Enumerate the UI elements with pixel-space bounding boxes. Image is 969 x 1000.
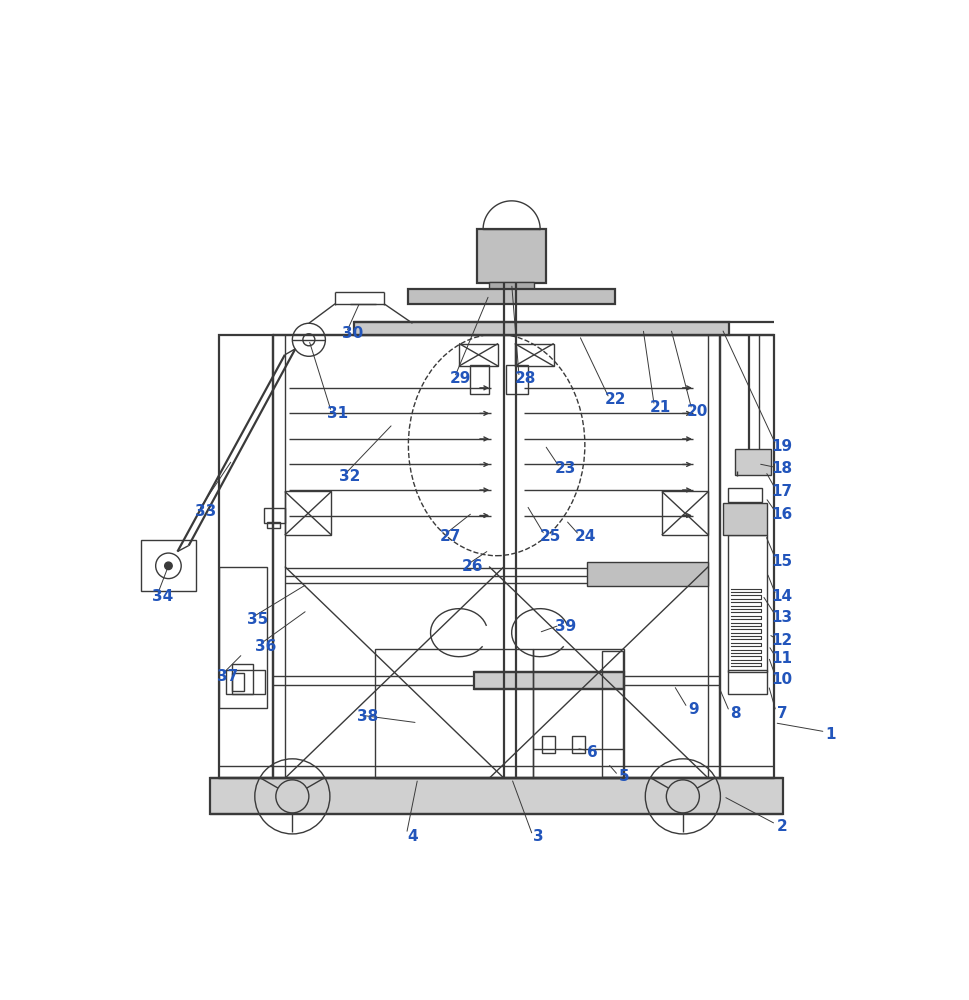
Text: 27: 27 <box>439 529 460 544</box>
Text: 3: 3 <box>533 829 544 844</box>
Text: 1: 1 <box>826 727 836 742</box>
Text: 17: 17 <box>771 484 793 499</box>
Text: 34: 34 <box>152 589 173 604</box>
Bar <box>728 488 763 502</box>
Text: 31: 31 <box>327 406 348 421</box>
Bar <box>408 289 615 304</box>
Text: 19: 19 <box>771 439 793 454</box>
Text: 23: 23 <box>555 461 577 476</box>
Bar <box>728 670 767 694</box>
Bar <box>354 322 730 335</box>
Text: 28: 28 <box>515 371 536 386</box>
Text: 26: 26 <box>462 559 484 574</box>
Bar <box>226 670 266 694</box>
Bar <box>141 540 196 591</box>
Circle shape <box>165 562 172 570</box>
Text: 18: 18 <box>771 461 793 476</box>
Text: 12: 12 <box>771 633 793 648</box>
Text: 4: 4 <box>407 829 418 844</box>
Text: 22: 22 <box>605 392 626 407</box>
Bar <box>264 508 285 523</box>
Bar <box>470 365 489 394</box>
Bar <box>492 289 531 299</box>
Bar <box>662 491 708 535</box>
Bar <box>459 344 498 366</box>
Bar <box>209 778 784 814</box>
Text: 39: 39 <box>555 619 577 634</box>
Text: 10: 10 <box>771 672 793 687</box>
Bar <box>273 335 720 778</box>
Bar <box>586 562 708 586</box>
Text: 21: 21 <box>649 400 671 415</box>
Bar <box>233 664 253 694</box>
Text: 25: 25 <box>540 529 561 544</box>
Bar <box>219 567 266 708</box>
Text: 20: 20 <box>687 404 708 419</box>
Bar <box>728 535 767 672</box>
Bar <box>515 344 553 366</box>
Text: 13: 13 <box>771 610 793 625</box>
Bar <box>233 673 244 691</box>
Text: 11: 11 <box>771 651 793 666</box>
Text: 33: 33 <box>195 504 216 519</box>
Text: 24: 24 <box>575 529 596 544</box>
Text: 7: 7 <box>777 706 787 721</box>
Text: 15: 15 <box>771 554 793 569</box>
Bar <box>542 736 555 753</box>
Bar <box>735 449 771 475</box>
Text: 9: 9 <box>688 702 699 717</box>
Text: 5: 5 <box>619 769 630 784</box>
Bar <box>724 503 767 535</box>
Text: 37: 37 <box>217 669 238 684</box>
Text: 14: 14 <box>771 589 793 604</box>
Bar <box>375 649 533 778</box>
Text: 32: 32 <box>339 469 360 484</box>
Text: 38: 38 <box>357 709 378 724</box>
Bar <box>506 365 528 394</box>
Text: 16: 16 <box>771 507 793 522</box>
Bar <box>720 335 774 778</box>
Bar <box>474 672 624 689</box>
Text: 35: 35 <box>247 612 268 627</box>
Bar <box>572 736 585 753</box>
Bar <box>533 649 624 778</box>
Text: 29: 29 <box>450 371 471 386</box>
Bar <box>602 651 623 777</box>
Bar <box>477 229 547 283</box>
Bar <box>489 282 534 291</box>
Bar <box>285 491 331 535</box>
Bar <box>266 522 280 528</box>
Text: 30: 30 <box>342 326 363 341</box>
Bar <box>219 335 273 778</box>
Text: 8: 8 <box>730 706 740 721</box>
Text: 36: 36 <box>255 639 276 654</box>
Text: 6: 6 <box>587 745 598 760</box>
Text: 2: 2 <box>776 819 788 834</box>
